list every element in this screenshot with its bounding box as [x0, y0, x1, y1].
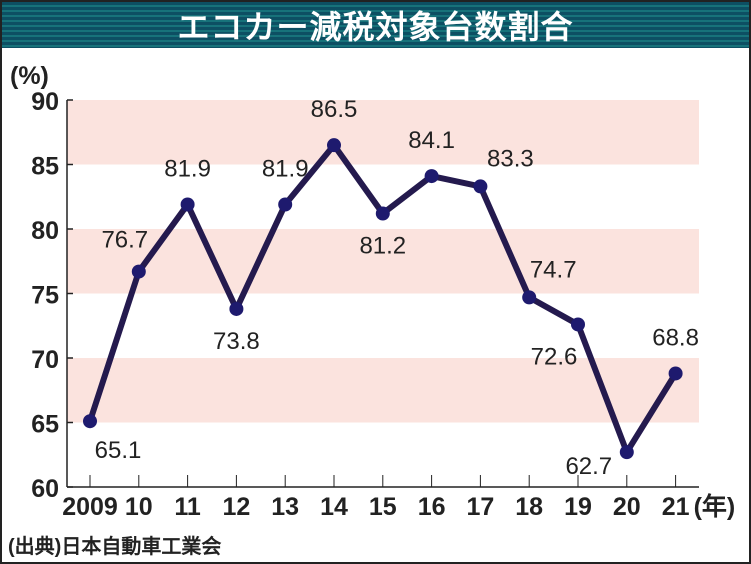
data-point — [278, 197, 293, 212]
data-point — [619, 445, 634, 460]
data-label: 72.6 — [531, 343, 578, 370]
x-tick-label: 19 — [564, 493, 592, 521]
y-tick-label: 90 — [31, 88, 59, 116]
data-point — [375, 206, 390, 221]
data-label: 83.3 — [487, 145, 534, 172]
y-tick-label: 80 — [31, 217, 59, 245]
data-point — [424, 169, 439, 184]
x-tick-label: 2009 — [62, 493, 118, 521]
title-bar: エコカー減税対象台数割合 — [2, 2, 749, 48]
x-tick-label: 16 — [418, 493, 446, 521]
data-label: 68.8 — [652, 324, 699, 351]
source-note: (出典)日本自動車工業会 — [8, 536, 222, 558]
data-label: 65.1 — [95, 437, 142, 464]
data-point — [327, 138, 341, 153]
x-axis-unit: (年) — [694, 492, 736, 521]
data-point — [131, 264, 146, 279]
data-label: 86.5 — [311, 96, 358, 123]
x-tick-label: 14 — [320, 493, 348, 521]
x-tick-label: 18 — [515, 493, 543, 521]
data-label: 73.8 — [213, 328, 260, 355]
y-tick-label: 60 — [31, 475, 59, 503]
y-tick-label: 65 — [31, 411, 59, 439]
data-point — [473, 179, 488, 194]
x-tick-label: 12 — [222, 493, 250, 521]
data-label: 76.7 — [101, 227, 148, 254]
data-point — [83, 414, 97, 429]
data-point — [571, 317, 585, 332]
x-tick-label: 15 — [369, 493, 397, 521]
data-point — [668, 366, 683, 381]
x-tick-label: 13 — [271, 493, 299, 521]
data-label: 81.2 — [359, 233, 406, 260]
data-label: 81.9 — [262, 155, 309, 182]
y-tick-label: 75 — [31, 282, 59, 310]
chart-title: エコカー減税対象台数割合 — [177, 9, 574, 45]
data-point — [180, 197, 195, 212]
x-tick-label: 21 — [662, 493, 690, 521]
y-tick-label: 85 — [31, 153, 59, 181]
grid-band — [67, 229, 699, 294]
data-point — [522, 290, 537, 305]
data-label: 62.7 — [565, 453, 612, 480]
y-axis-unit: (%) — [10, 62, 49, 90]
data-label: 81.9 — [164, 155, 211, 182]
x-tick-label: 11 — [174, 493, 201, 521]
y-tick-label: 70 — [31, 346, 59, 374]
data-label: 74.7 — [530, 256, 577, 283]
data-point — [229, 301, 244, 316]
x-tick-label: 17 — [466, 493, 494, 521]
data-label: 84.1 — [408, 127, 455, 154]
x-tick-label: 10 — [125, 493, 153, 521]
x-tick-label: 20 — [613, 493, 641, 521]
grid-band — [67, 100, 699, 165]
